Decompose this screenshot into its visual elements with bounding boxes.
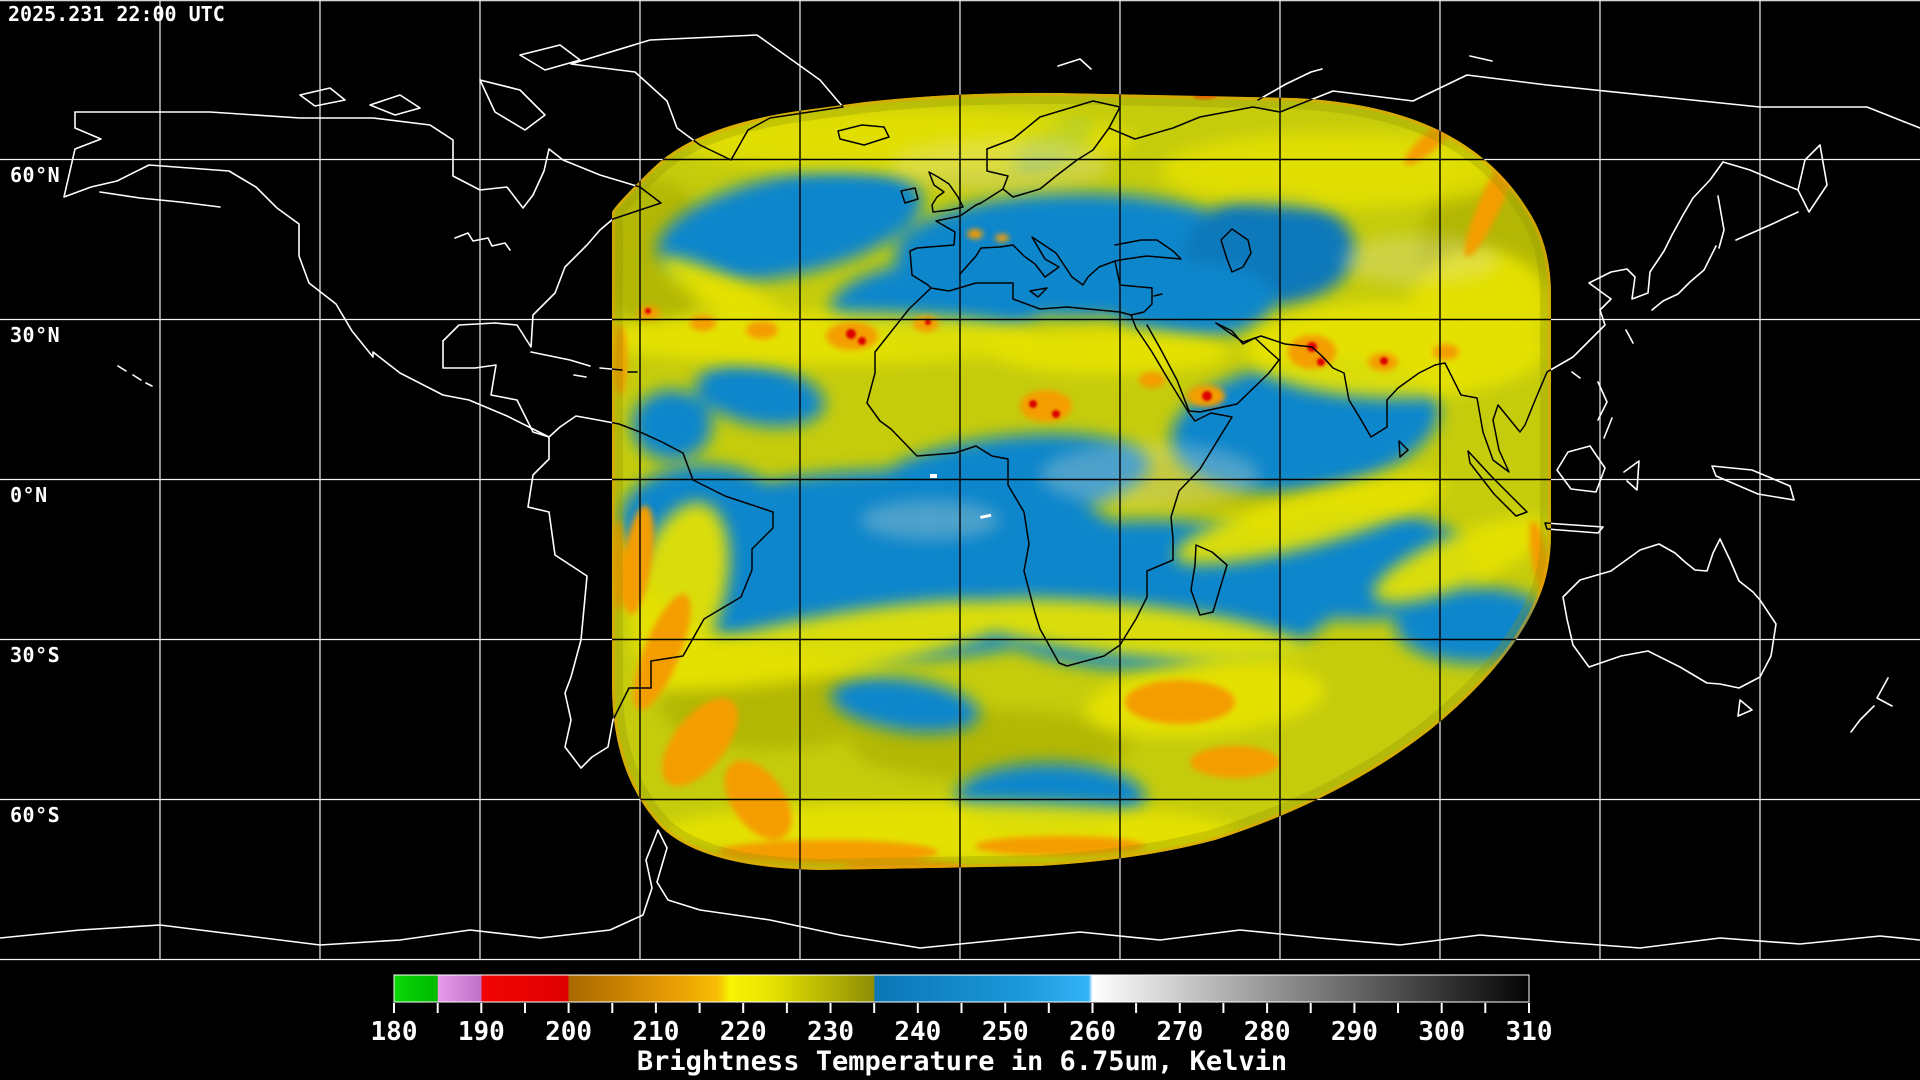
- colorbar-tick-label: 200: [545, 1017, 592, 1047]
- colorbar-tick: [480, 1003, 483, 1013]
- colorbar-tick-label: 310: [1506, 1017, 1553, 1047]
- colorbar-tick: [1135, 1003, 1138, 1013]
- colorbar-tick: [1047, 1003, 1050, 1013]
- colorbar-tick-label: 260: [1069, 1017, 1116, 1047]
- colorbar-tick: [1397, 1003, 1399, 1013]
- colorbar-tick: [1353, 1003, 1356, 1013]
- colorbar-tick: [960, 1003, 963, 1013]
- colorbar-tick: [1484, 1003, 1487, 1013]
- colorbar-tick-labels: 180 190 200 210 220 230 240 250 260 270 280 290 300 3…: [371, 1017, 1553, 1047]
- colorbar-tick: [567, 1003, 570, 1013]
- lat-label-30s: 30°S: [10, 643, 60, 667]
- colorbar-tick: [1309, 1003, 1312, 1013]
- colorbar-tick: [916, 1003, 919, 1013]
- colorbar-tick: [436, 1003, 439, 1013]
- lat-label-60n: 60°N: [10, 163, 60, 187]
- colorbar-tick-label: 240: [894, 1017, 941, 1047]
- colorbar-tick-label: 210: [632, 1017, 679, 1047]
- lat-label-30n: 30°N: [10, 323, 60, 347]
- colorbar-tick-label: 180: [371, 1017, 418, 1047]
- colorbar-tick: [873, 1003, 876, 1013]
- colorbar-tick: [1004, 1003, 1007, 1013]
- swath-white-dash-marker: [980, 513, 992, 519]
- colorbar-tick-label: 190: [458, 1017, 505, 1047]
- colorbar-tick-label: 250: [982, 1017, 1029, 1047]
- colorbar-tick: [1222, 1003, 1225, 1013]
- colorbar-tick-label: 270: [1156, 1017, 1203, 1047]
- colorbar-tick: [1178, 1003, 1181, 1013]
- colorbar-tick: [1266, 1003, 1269, 1013]
- colorbar-title: Brightness Temperature in 6.75um, Kelvin: [637, 1046, 1287, 1077]
- lat-label-60s: 60°S: [10, 803, 60, 827]
- subsatellite-marker: [930, 474, 937, 478]
- colorbar-tick: [654, 1003, 657, 1013]
- colorbar-tick: [1528, 1003, 1530, 1013]
- colorbar-tick-label: 220: [720, 1017, 767, 1047]
- colorbar-ticks: [393, 1003, 1530, 1013]
- swath-pale-dry-wisps: [860, 139, 1500, 540]
- colorbar-tick: [1440, 1003, 1443, 1013]
- colorbar-tick-label: 300: [1418, 1017, 1465, 1047]
- colorbar-tick: [611, 1003, 614, 1013]
- latitude-labels: 60°N 30°N 0°N 30°S 60°S: [10, 163, 60, 827]
- colorbar-tick-label: 290: [1331, 1017, 1378, 1047]
- colorbar-tick-label: 280: [1244, 1017, 1291, 1047]
- colorbar-tick-label: 230: [807, 1017, 854, 1047]
- colorbar: 180 190 200 210 220 230 240 250 260 270 280 290 300 3…: [371, 974, 1553, 1077]
- colorbar-tick: [524, 1003, 526, 1013]
- colorbar-tick: [785, 1003, 788, 1013]
- colorbar-gradient-bar: [393, 974, 1530, 1003]
- colorbar-tick: [698, 1003, 701, 1013]
- colorbar-tick: [829, 1003, 832, 1013]
- colorbar-tick: [1091, 1003, 1094, 1013]
- colorbar-tick: [742, 1003, 745, 1013]
- timestamp-label: 2025.231 22:00 UTC: [8, 2, 225, 26]
- lat-label-0n: 0°N: [10, 483, 48, 507]
- colorbar-tick: [393, 1003, 395, 1013]
